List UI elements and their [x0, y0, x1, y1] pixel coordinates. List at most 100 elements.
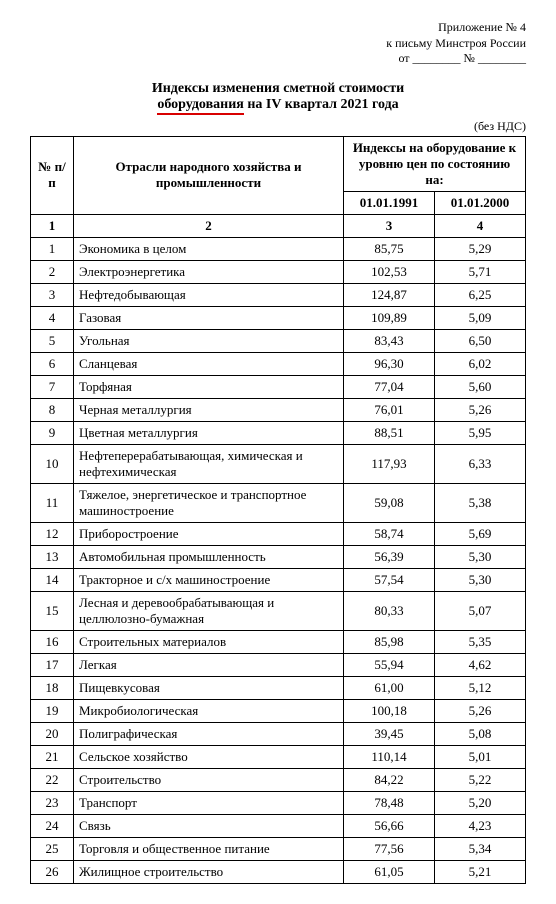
row-number: 7: [31, 375, 74, 398]
title-underlined-word: оборудования: [157, 97, 244, 115]
row-number: 15: [31, 591, 74, 630]
row-number: 23: [31, 791, 74, 814]
row-name: Угольная: [74, 329, 344, 352]
row-name: Транспорт: [74, 791, 344, 814]
row-number: 17: [31, 653, 74, 676]
row-number: 16: [31, 630, 74, 653]
row-value-2000: 5,95: [435, 421, 526, 444]
colnum-2: 2: [74, 214, 344, 237]
table-row: 21Сельское хозяйство110,145,01: [31, 745, 526, 768]
appendix-line2: к письму Минстроя России: [30, 36, 526, 52]
row-value-1991: 76,01: [344, 398, 435, 421]
th-1991: 01.01.1991: [344, 191, 435, 214]
row-name: Нефтедобывающая: [74, 283, 344, 306]
row-name: Тяжелое, энергетическое и транспортное м…: [74, 483, 344, 522]
row-value-2000: 5,07: [435, 591, 526, 630]
row-value-2000: 5,30: [435, 568, 526, 591]
table-row: 2Электроэнергетика102,535,71: [31, 260, 526, 283]
row-value-2000: 5,34: [435, 837, 526, 860]
row-value-2000: 5,12: [435, 676, 526, 699]
colnum-1: 1: [31, 214, 74, 237]
row-number: 11: [31, 483, 74, 522]
appendix-block: Приложение № 4 к письму Минстроя России …: [30, 20, 526, 67]
row-number: 13: [31, 545, 74, 568]
row-number: 1: [31, 237, 74, 260]
row-number: 3: [31, 283, 74, 306]
row-name: Торговля и общественное питание: [74, 837, 344, 860]
table-row: 14Тракторное и с/х машиностроение57,545,…: [31, 568, 526, 591]
row-value-2000: 5,21: [435, 860, 526, 883]
row-number: 20: [31, 722, 74, 745]
table-row: 3Нефтедобывающая124,876,25: [31, 283, 526, 306]
row-value-2000: 5,71: [435, 260, 526, 283]
row-name: Экономика в целом: [74, 237, 344, 260]
table-row: 22Строительство84,225,22: [31, 768, 526, 791]
row-name: Микробиологическая: [74, 699, 344, 722]
row-name: Строительных материалов: [74, 630, 344, 653]
row-number: 24: [31, 814, 74, 837]
row-value-1991: 102,53: [344, 260, 435, 283]
row-value-2000: 6,33: [435, 444, 526, 483]
table-row: 11Тяжелое, энергетическое и транспортное…: [31, 483, 526, 522]
th-2000: 01.01.2000: [435, 191, 526, 214]
table-body: 1Экономика в целом85,755,292Электроэнерг…: [31, 237, 526, 883]
th-group: Индексы на оборудование к уровню цен по …: [344, 136, 526, 191]
row-number: 26: [31, 860, 74, 883]
table-row: 7Торфяная77,045,60: [31, 375, 526, 398]
row-name: Легкая: [74, 653, 344, 676]
row-name: Тракторное и с/х машиностроение: [74, 568, 344, 591]
appendix-line3: от ________ № ________: [30, 51, 526, 67]
table-row: 25Торговля и общественное питание77,565,…: [31, 837, 526, 860]
table-row: 13Автомобильная промышленность56,395,30: [31, 545, 526, 568]
row-number: 25: [31, 837, 74, 860]
table-row: 8Черная металлургия76,015,26: [31, 398, 526, 421]
row-value-1991: 83,43: [344, 329, 435, 352]
row-value-2000: 5,35: [435, 630, 526, 653]
row-number: 6: [31, 352, 74, 375]
row-value-1991: 117,93: [344, 444, 435, 483]
row-name: Строительство: [74, 768, 344, 791]
row-number: 9: [31, 421, 74, 444]
table-row: 26Жилищное строительство61,055,21: [31, 860, 526, 883]
row-value-2000: 4,62: [435, 653, 526, 676]
table-row: 5Угольная83,436,50: [31, 329, 526, 352]
no-vat-label: (без НДС): [30, 119, 526, 134]
table-row: 16Строительных материалов85,985,35: [31, 630, 526, 653]
row-value-2000: 4,23: [435, 814, 526, 837]
row-value-2000: 5,26: [435, 398, 526, 421]
row-value-2000: 5,29: [435, 237, 526, 260]
row-value-1991: 59,08: [344, 483, 435, 522]
row-value-2000: 5,38: [435, 483, 526, 522]
row-value-1991: 110,14: [344, 745, 435, 768]
row-name: Черная металлургия: [74, 398, 344, 421]
table-row: 12Приборостроение58,745,69: [31, 522, 526, 545]
row-value-1991: 78,48: [344, 791, 435, 814]
row-value-2000: 5,60: [435, 375, 526, 398]
row-value-2000: 5,01: [435, 745, 526, 768]
row-name: Сельское хозяйство: [74, 745, 344, 768]
row-number: 2: [31, 260, 74, 283]
row-name: Нефтеперерабатывающая, химическая и нефт…: [74, 444, 344, 483]
row-value-2000: 5,09: [435, 306, 526, 329]
table-row: 15Лесная и деревообрабатывающая и целлюл…: [31, 591, 526, 630]
table-row: 6Сланцевая96,306,02: [31, 352, 526, 375]
title-block: Индексы изменения сметной стоимости обор…: [30, 81, 526, 113]
row-value-1991: 58,74: [344, 522, 435, 545]
row-name: Автомобильная промышленность: [74, 545, 344, 568]
table-row: 10Нефтеперерабатывающая, химическая и не…: [31, 444, 526, 483]
table-row: 4Газовая109,895,09: [31, 306, 526, 329]
row-value-2000: 5,20: [435, 791, 526, 814]
colnum-3: 3: [344, 214, 435, 237]
row-value-1991: 61,05: [344, 860, 435, 883]
row-value-1991: 100,18: [344, 699, 435, 722]
table-row: 20Полиграфическая39,455,08: [31, 722, 526, 745]
row-number: 8: [31, 398, 74, 421]
row-name: Газовая: [74, 306, 344, 329]
row-value-1991: 85,98: [344, 630, 435, 653]
row-name: Пищевкусовая: [74, 676, 344, 699]
row-value-2000: 5,30: [435, 545, 526, 568]
row-number: 22: [31, 768, 74, 791]
row-name: Электроэнергетика: [74, 260, 344, 283]
th-name: Отрасли народного хозяйства и промышленн…: [74, 136, 344, 214]
th-num: № п/п: [31, 136, 74, 214]
